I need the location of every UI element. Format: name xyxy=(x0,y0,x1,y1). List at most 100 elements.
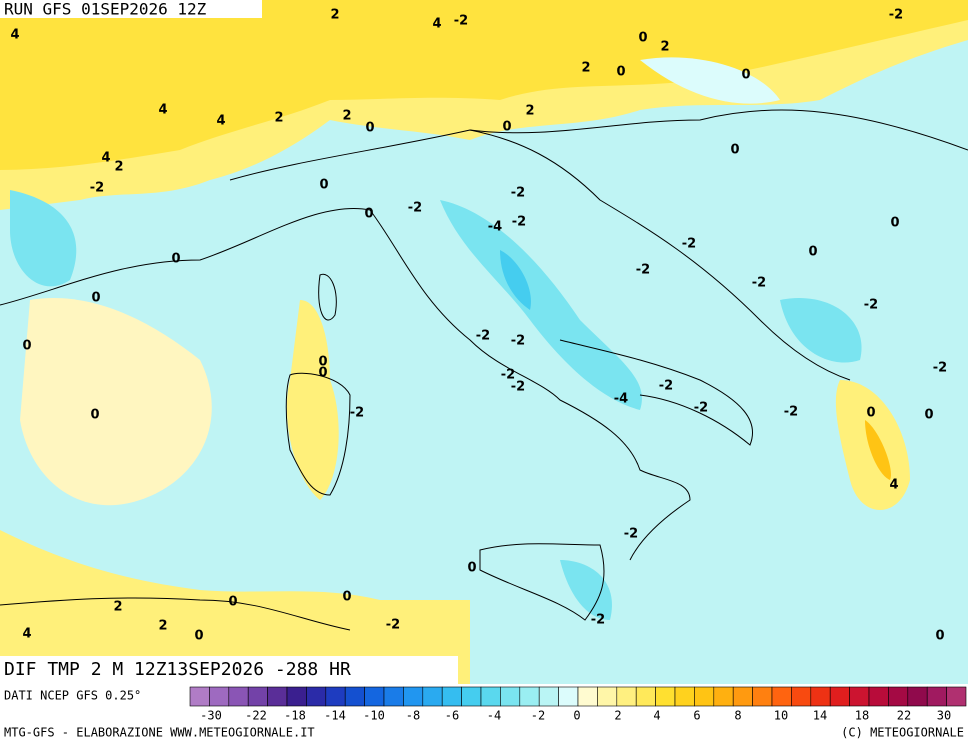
contour-label: -2 xyxy=(408,201,422,216)
contour-label: -2 xyxy=(889,8,903,23)
contour-label: -2 xyxy=(636,263,650,278)
contour-label: 2 xyxy=(113,600,122,615)
contour-label: -2 xyxy=(386,618,400,633)
contour-label: 0 xyxy=(171,252,180,267)
legend-swatch xyxy=(577,686,598,707)
legend-tick-label: -6 xyxy=(445,709,459,723)
legend-swatch xyxy=(325,686,346,707)
legend-swatch xyxy=(752,686,773,707)
contour-label: 0 xyxy=(90,408,99,423)
legend-swatch xyxy=(519,686,540,707)
credit-right: (C) METEOGIORNALE xyxy=(841,726,964,740)
legend-tick-label: -2 xyxy=(531,709,545,723)
contour-label: 0 xyxy=(319,178,328,193)
legend-tick-label: 22 xyxy=(897,709,911,723)
contour-label: 0 xyxy=(194,629,203,644)
contour-label: -2 xyxy=(591,613,605,628)
legend-tick-label: 18 xyxy=(855,709,869,723)
contour-label: 0 xyxy=(935,629,944,644)
legend-swatch xyxy=(713,686,734,707)
contour-label: 4 xyxy=(10,28,19,43)
legend-tick-label: 8 xyxy=(734,709,741,723)
header-box xyxy=(0,0,262,18)
legend-tick-label: -30 xyxy=(200,709,222,723)
contour-label: 0 xyxy=(22,339,31,354)
contour-label: -2 xyxy=(511,380,525,395)
contour-label: 0 xyxy=(318,355,327,370)
contour-label: 0 xyxy=(228,595,237,610)
legend-tick-label: -14 xyxy=(324,709,346,723)
legend-swatch xyxy=(810,686,831,707)
contour-label: 0 xyxy=(364,207,373,222)
field-title: DIF TMP 2 M 12Z13SEP2026 -288 HR xyxy=(4,659,351,680)
legend-swatch xyxy=(635,686,656,707)
contour-label: 4 xyxy=(158,103,167,118)
contour-label: -2 xyxy=(659,379,673,394)
color-legend: -30 -22 -18 -14 -10 -8 -6 -4 -2 0 2 4 6 8 10 14 18 22 30 xyxy=(189,686,967,723)
contour-label: -2 xyxy=(512,215,526,230)
legend-swatch xyxy=(364,686,385,707)
legend-tick-label: -22 xyxy=(245,709,267,723)
legend-swatch xyxy=(558,686,579,707)
contour-label: -4 xyxy=(488,220,502,235)
legend-swatch xyxy=(616,686,637,707)
legend-tick-label: 10 xyxy=(774,709,788,723)
legend-swatch xyxy=(926,686,947,707)
contour-label: 0 xyxy=(730,143,739,158)
contour-label: 2 xyxy=(342,109,351,124)
contour-label: 0 xyxy=(365,121,374,136)
contour-label: 2 xyxy=(581,61,590,76)
contour-label: 4 xyxy=(432,17,441,32)
contour-label: 0 xyxy=(638,31,647,46)
legend-swatch xyxy=(441,686,462,707)
legend-swatch xyxy=(228,686,249,707)
contour-label: 0 xyxy=(616,65,625,80)
legend-swatch xyxy=(732,686,753,707)
legend-tick-label: 4 xyxy=(653,709,660,723)
contour-label: 0 xyxy=(342,590,351,605)
legend-swatch xyxy=(383,686,404,707)
contour-label: 0 xyxy=(808,245,817,260)
contour-label: -4 xyxy=(614,392,628,407)
contour-label: 0 xyxy=(318,366,327,381)
contour-label: -2 xyxy=(476,329,490,344)
legend-swatch xyxy=(403,686,424,707)
contour-label: -2 xyxy=(90,181,104,196)
run-title: RUN GFS 01SEP2026 12Z xyxy=(4,0,207,19)
data-source: DATI NCEP GFS 0.25° xyxy=(4,689,141,703)
legend-swatch xyxy=(888,686,909,707)
legend-tick-label: 0 xyxy=(573,709,580,723)
contour-label: 2 xyxy=(525,104,534,119)
legend-swatch xyxy=(868,686,889,707)
legend-swatch xyxy=(597,686,618,707)
temperature-fields xyxy=(0,0,968,684)
contour-label: 0 xyxy=(502,120,511,135)
contour-label: -2 xyxy=(784,405,798,420)
coastlines xyxy=(0,109,968,631)
legend-swatch xyxy=(655,686,676,707)
legend-tick-label: 6 xyxy=(693,709,700,723)
title-box xyxy=(0,656,458,684)
contour-label: 2 xyxy=(274,111,283,126)
contour-label: 0 xyxy=(467,561,476,576)
legend-swatch xyxy=(461,686,482,707)
contour-label: 4 xyxy=(22,627,31,642)
contour-label: -2 xyxy=(864,298,878,313)
legend-swatch xyxy=(189,686,210,707)
legend-swatch xyxy=(694,686,715,707)
legend-swatch xyxy=(849,686,870,707)
legend-tick-label: -4 xyxy=(487,709,501,723)
legend-swatch xyxy=(829,686,850,707)
legend-swatch xyxy=(907,686,928,707)
contour-label: 0 xyxy=(890,216,899,231)
contour-label: 4 xyxy=(889,478,898,493)
legend-swatch xyxy=(267,686,288,707)
contour-label: 0 xyxy=(91,291,100,306)
contour-label: -2 xyxy=(933,361,947,376)
legend-swatch xyxy=(500,686,521,707)
contour-label: 2 xyxy=(114,160,123,175)
contour-label: -2 xyxy=(694,401,708,416)
